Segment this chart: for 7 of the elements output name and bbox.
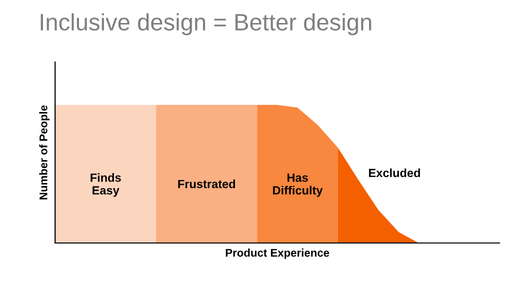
series-label: Frustrated xyxy=(178,180,236,188)
chart-title: Inclusive design = Better design xyxy=(40,13,372,36)
x-axis-title: Product Experience xyxy=(226,248,330,259)
series-label: Finds Easy xyxy=(90,173,121,197)
series-label: Excluded xyxy=(369,168,420,178)
y-axis-title: Number of People xyxy=(39,105,50,200)
series-label: Has Difficulty xyxy=(273,174,323,197)
